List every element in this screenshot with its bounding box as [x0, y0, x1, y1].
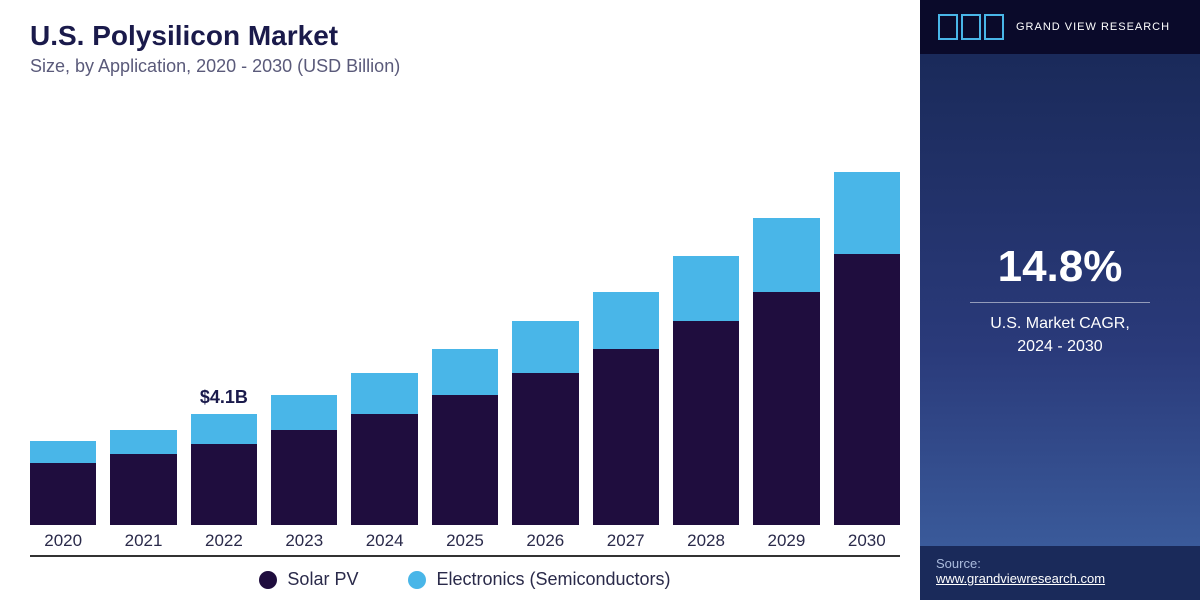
bar-segment-solar: [753, 292, 819, 525]
bar-stack: [110, 430, 176, 525]
bar-segment-electronics: [191, 414, 257, 444]
bar-segment-electronics: [593, 292, 659, 349]
legend-item-electronics: Electronics (Semiconductors): [408, 569, 670, 590]
bar-stack: [512, 321, 578, 525]
bar-column: [512, 321, 578, 525]
bar-column: $4.1B: [191, 414, 257, 525]
bar-segment-electronics: [753, 218, 819, 291]
legend-label-solar: Solar PV: [287, 569, 358, 590]
chart-panel: U.S. Polysilicon Market Size, by Applica…: [0, 0, 920, 600]
bar-segment-electronics: [834, 172, 900, 253]
bar-stack: [432, 349, 498, 525]
bar-column: [834, 172, 900, 525]
legend-swatch-electronics: [408, 571, 426, 589]
legend: Solar PV Electronics (Semiconductors): [30, 569, 900, 590]
bar-stack: [834, 172, 900, 525]
bar-column: [673, 256, 739, 525]
bar-column: [432, 349, 498, 525]
legend-item-solar: Solar PV: [259, 569, 358, 590]
bar-value-label: $4.1B: [200, 387, 248, 408]
bar-column: [753, 218, 819, 525]
cagr-value: 14.8%: [998, 242, 1123, 292]
cagr-desc-line2: 2024 - 2030: [990, 336, 1130, 358]
bar-segment-electronics: [351, 373, 417, 414]
bar-segment-solar: [593, 349, 659, 525]
sidebar: GRAND VIEW RESEARCH 14.8% U.S. Market CA…: [920, 0, 1200, 600]
chart-subtitle: Size, by Application, 2020 - 2030 (USD B…: [30, 56, 900, 77]
bar-segment-electronics: [271, 395, 337, 430]
bar-segment-solar: [191, 444, 257, 525]
source-url: www.grandviewresearch.com: [936, 571, 1184, 586]
logo-box: GRAND VIEW RESEARCH: [920, 0, 1200, 54]
bar-segment-solar: [673, 321, 739, 525]
bar-segment-electronics: [110, 430, 176, 454]
bar-segment-solar: [110, 454, 176, 525]
bar-column: [351, 373, 417, 525]
bar-column: [271, 395, 337, 525]
bar-segment-solar: [512, 373, 578, 525]
bar-stack: [271, 395, 337, 525]
cagr-box: 14.8% U.S. Market CAGR, 2024 - 2030: [920, 54, 1200, 546]
chart-title: U.S. Polysilicon Market: [30, 20, 900, 52]
bar-segment-electronics: [432, 349, 498, 395]
bar-segment-solar: [30, 463, 96, 525]
legend-label-electronics: Electronics (Semiconductors): [436, 569, 670, 590]
bar-stack: [593, 292, 659, 525]
bar-segment-electronics: [673, 256, 739, 321]
cagr-desc-line1: U.S. Market CAGR,: [990, 313, 1130, 335]
bar-chart: $4.1B: [30, 97, 900, 557]
source-box: Source: www.grandviewresearch.com: [920, 546, 1200, 600]
bar-column: [110, 430, 176, 525]
legend-swatch-solar: [259, 571, 277, 589]
bar-segment-electronics: [30, 441, 96, 463]
bar-stack: [191, 414, 257, 525]
bar-segment-solar: [271, 430, 337, 525]
cagr-description: U.S. Market CAGR, 2024 - 2030: [990, 313, 1130, 358]
bar-column: [593, 292, 659, 525]
bar-stack: [30, 441, 96, 525]
chart-area: $4.1B: [30, 97, 900, 557]
bar-segment-solar: [432, 395, 498, 525]
bar-stack: [673, 256, 739, 525]
bar-column: [30, 441, 96, 525]
logo-text: GRAND VIEW RESEARCH: [1016, 20, 1170, 34]
logo-icon: [938, 14, 1004, 40]
cagr-divider: [970, 302, 1150, 303]
source-label: Source:: [936, 556, 1184, 571]
bar-segment-electronics: [512, 321, 578, 373]
bar-segment-solar: [834, 254, 900, 525]
bar-stack: [351, 373, 417, 525]
bar-stack: [753, 218, 819, 525]
bar-segment-solar: [351, 414, 417, 525]
